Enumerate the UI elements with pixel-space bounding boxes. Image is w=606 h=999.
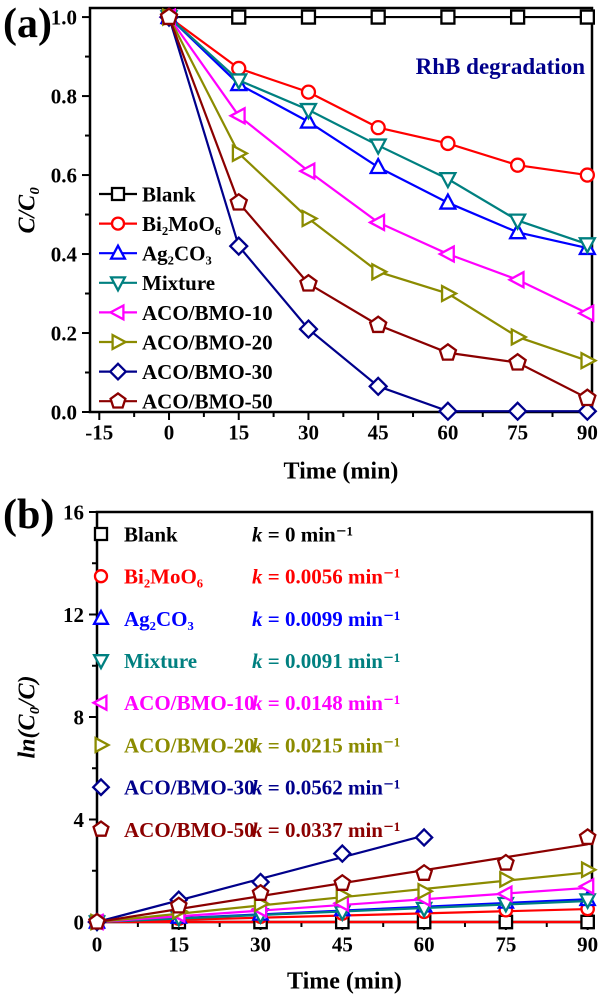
- svg-text:Time (min): Time (min): [284, 458, 399, 484]
- svg-text:RhB degradation: RhB degradation: [416, 54, 586, 79]
- svg-text:k = 0.0337 min⁻¹: k = 0.0337 min⁻¹: [252, 818, 400, 842]
- series-ACOBMO-20: [162, 7, 598, 371]
- svg-text:k = 0.0562 min⁻¹: k = 0.0562 min⁻¹: [252, 776, 400, 800]
- svg-text:k = 0 min⁻¹: k = 0 min⁻¹: [252, 522, 353, 546]
- svg-text:16: 16: [63, 500, 84, 524]
- svg-text:ACO/BMO-50: ACO/BMO-50: [142, 390, 273, 414]
- svg-text:Bi₂MoO₆: Bi₂MoO₆: [142, 212, 221, 236]
- svg-text:0.0: 0.0: [51, 400, 77, 424]
- svg-text:1.0: 1.0: [51, 5, 77, 29]
- svg-text:90: 90: [577, 420, 598, 444]
- svg-text:0: 0: [164, 420, 175, 444]
- svg-text:Time (min): Time (min): [287, 968, 402, 994]
- svg-text:0.6: 0.6: [51, 163, 77, 187]
- axes: 0 15 30 45 60 75 90 0 4 8 12 16 Time (min) ln(C₀/C): [14, 500, 598, 994]
- svg-text:C/C₀: C/C₀: [14, 186, 40, 233]
- svg-text:8: 8: [74, 705, 85, 729]
- svg-text:k = 0.0056 min⁻¹: k = 0.0056 min⁻¹: [252, 565, 400, 589]
- svg-text:Ag₂CO₃: Ag₂CO₃: [124, 607, 194, 631]
- svg-text:75: 75: [495, 932, 516, 956]
- svg-text:ACO/BMO-10: ACO/BMO-10: [124, 691, 255, 715]
- svg-text:45: 45: [368, 420, 389, 444]
- svg-text:ACO/BMO-20: ACO/BMO-20: [124, 733, 255, 757]
- panel-a-chart: -15 0 15 30 45 60 75 90 0.0 0.2 0.4 0.6 0.8 1.0 Time (…: [14, 5, 598, 484]
- svg-text:0: 0: [74, 910, 85, 934]
- svg-text:k = 0.0091 min⁻¹: k = 0.0091 min⁻¹: [252, 649, 400, 673]
- svg-text:15: 15: [168, 932, 189, 956]
- svg-text:ACO/BMO-30: ACO/BMO-30: [142, 360, 273, 384]
- svg-text:k = 0.0148 min⁻¹: k = 0.0148 min⁻¹: [252, 691, 400, 715]
- panel-a-label: (a): [3, 1, 52, 47]
- svg-text:ACO/BMO-30: ACO/BMO-30: [124, 776, 255, 800]
- axes: -15 0 15 30 45 60 75 90 0.0 0.2 0.4 0.6 0.8 1.0 Time (…: [14, 5, 597, 484]
- svg-text:Mixture: Mixture: [124, 649, 197, 673]
- svg-text:30: 30: [250, 932, 271, 956]
- svg-text:Blank: Blank: [124, 522, 178, 546]
- svg-text:Ag₂CO₃: Ag₂CO₃: [142, 242, 212, 266]
- svg-text:Mixture: Mixture: [142, 271, 215, 295]
- svg-text:ACO/BMO-20: ACO/BMO-20: [142, 330, 273, 354]
- svg-text:ln(C₀/C): ln(C₀/C): [14, 675, 40, 758]
- svg-text:60: 60: [414, 932, 435, 956]
- svg-text:75: 75: [507, 420, 528, 444]
- svg-text:90: 90: [577, 932, 598, 956]
- svg-text:4: 4: [74, 808, 85, 832]
- svg-text:0.4: 0.4: [51, 242, 78, 266]
- svg-text:12: 12: [63, 603, 84, 627]
- series-Mixture: [159, 10, 597, 255]
- series-ACOBMO-30: [158, 7, 598, 422]
- svg-text:ACO/BMO-50: ACO/BMO-50: [124, 818, 255, 842]
- legend: Blank Bi₂MoO₆ Ag₂CO₃ Mixture ACO/BMO-10 ACO/B…: [99, 182, 273, 414]
- svg-text:Blank: Blank: [142, 182, 196, 206]
- series-ACOBMO-50: [159, 7, 597, 407]
- svg-text:0.8: 0.8: [51, 84, 77, 108]
- series-Blank: [161, 9, 596, 25]
- panel-b-label: (b): [3, 492, 55, 538]
- svg-text:Bi₂MoO₆: Bi₂MoO₆: [124, 565, 203, 589]
- svg-text:ACO/BMO-10: ACO/BMO-10: [142, 301, 273, 325]
- series-ACOBMO-50: [87, 827, 597, 930]
- svg-text:60: 60: [437, 420, 458, 444]
- svg-text:k = 0.0215 min⁻¹: k = 0.0215 min⁻¹: [252, 733, 400, 757]
- svg-text:15: 15: [228, 420, 249, 444]
- series-ACOBMO-10: [158, 7, 595, 323]
- svg-text:k = 0.0099 min⁻¹: k = 0.0099 min⁻¹: [252, 607, 400, 631]
- svg-text:0: 0: [92, 932, 103, 956]
- svg-text:30: 30: [298, 420, 319, 444]
- svg-text:-15: -15: [85, 420, 113, 444]
- svg-text:0.2: 0.2: [51, 321, 77, 345]
- panel-b-chart: 0 15 30 45 60 75 90 0 4 8 12 16 Time (min) ln(C₀/C) Bl…: [14, 500, 598, 994]
- annotation: RhB degradation: [416, 54, 586, 79]
- legend: Blank k = 0 min⁻¹ Bi₂MoO₆ k = 0.0056 min⁻¹ A…: [91, 522, 400, 842]
- svg-text:45: 45: [332, 932, 353, 956]
